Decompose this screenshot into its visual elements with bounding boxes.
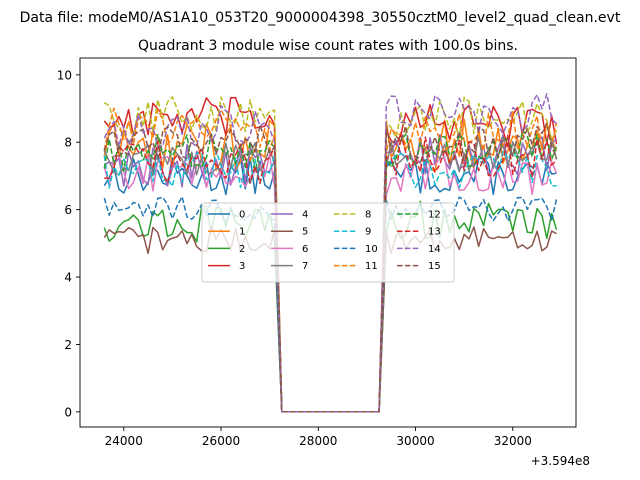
legend-label-14: 14 bbox=[428, 244, 441, 255]
x-tick-label: 30000 bbox=[396, 434, 434, 448]
series-line-0 bbox=[103, 157, 557, 413]
legend-item-15: 15 bbox=[397, 261, 441, 272]
legend-item-11: 11 bbox=[334, 261, 378, 272]
legend-item-6: 6 bbox=[271, 244, 308, 255]
series-line-13 bbox=[104, 133, 558, 413]
legend-label-10: 10 bbox=[365, 244, 378, 255]
legend-label-1: 1 bbox=[239, 227, 245, 238]
legend-label-12: 12 bbox=[428, 210, 441, 221]
x-tick-label: 32000 bbox=[494, 434, 532, 448]
x-offset-label: +3.594e8 bbox=[531, 454, 590, 468]
legend-item-3: 3 bbox=[208, 261, 245, 272]
x-tick-label: 26000 bbox=[202, 434, 240, 448]
plot-frame bbox=[79, 57, 577, 428]
legend-item-12: 12 bbox=[397, 210, 441, 221]
legend-label-2: 2 bbox=[239, 244, 245, 255]
legend-box bbox=[201, 202, 455, 283]
legend-item-2: 2 bbox=[208, 244, 245, 255]
y-tick-label: 6 bbox=[64, 203, 72, 217]
legend-label-11: 11 bbox=[365, 261, 378, 272]
legend-label-3: 3 bbox=[239, 261, 245, 272]
legend-label-0: 0 bbox=[239, 210, 245, 221]
legend-label-4: 4 bbox=[302, 210, 308, 221]
series-line-14 bbox=[103, 93, 558, 413]
legend-label-6: 6 bbox=[302, 244, 308, 255]
series-layer bbox=[103, 93, 558, 413]
y-tick-label: 10 bbox=[57, 68, 72, 82]
chart-title: Quadrant 3 module wise count rates with … bbox=[138, 38, 518, 54]
x-tick-label: 28000 bbox=[299, 434, 337, 448]
legend-item-10: 10 bbox=[334, 244, 378, 255]
legend-item-0: 0 bbox=[208, 210, 245, 221]
legend-label-13: 13 bbox=[428, 227, 441, 238]
legend-item-7: 7 bbox=[271, 261, 308, 272]
suptitle: Data file: modeM0/AS1A10_053T20_90000043… bbox=[20, 10, 621, 26]
y-tick-label: 2 bbox=[64, 338, 72, 352]
legend-label-5: 5 bbox=[302, 227, 308, 238]
x-tick-label: 24000 bbox=[105, 434, 143, 448]
y-tick-label: 0 bbox=[64, 405, 72, 419]
legend-item-1: 1 bbox=[208, 227, 245, 238]
legend-item-14: 14 bbox=[397, 244, 441, 255]
series-line-11 bbox=[103, 107, 558, 413]
series-line-8 bbox=[103, 96, 558, 413]
series-line-15 bbox=[103, 122, 558, 413]
legend-item-8: 8 bbox=[334, 210, 371, 221]
legend-item-9: 9 bbox=[334, 227, 371, 238]
legend-label-9: 9 bbox=[365, 227, 371, 238]
series-line-6 bbox=[103, 153, 558, 413]
legend-label-15: 15 bbox=[428, 261, 441, 272]
y-tick-label: 8 bbox=[64, 136, 72, 150]
legend-item-5: 5 bbox=[271, 227, 308, 238]
legend-item-4: 4 bbox=[271, 210, 308, 221]
legend-label-8: 8 bbox=[365, 210, 371, 221]
legend-label-7: 7 bbox=[302, 261, 308, 272]
y-tick-label: 4 bbox=[64, 271, 72, 285]
legend-item-13: 13 bbox=[397, 227, 441, 238]
